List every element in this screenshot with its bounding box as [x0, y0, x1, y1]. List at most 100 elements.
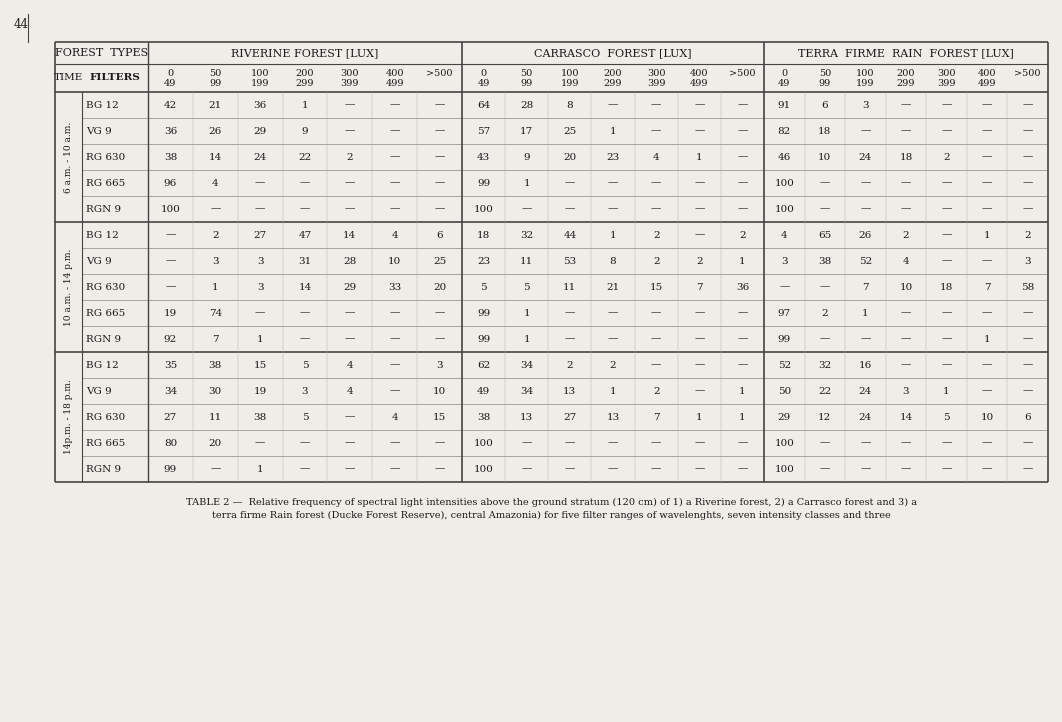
- Text: 38: 38: [818, 256, 832, 266]
- Text: —: —: [982, 204, 992, 214]
- Text: 27: 27: [563, 412, 577, 422]
- Text: 36: 36: [736, 282, 749, 292]
- Text: 13: 13: [520, 412, 533, 422]
- Text: —: —: [255, 308, 266, 318]
- Text: 2: 2: [943, 152, 949, 162]
- Text: —: —: [860, 204, 871, 214]
- Text: 0: 0: [782, 69, 787, 77]
- Text: 31: 31: [298, 256, 311, 266]
- Text: —: —: [982, 152, 992, 162]
- Text: 3: 3: [257, 256, 263, 266]
- Text: —: —: [434, 438, 445, 448]
- Text: 1: 1: [524, 308, 530, 318]
- Text: —: —: [901, 178, 911, 188]
- Text: —: —: [901, 438, 911, 448]
- Text: 21: 21: [208, 100, 222, 110]
- Text: 1: 1: [610, 230, 616, 240]
- Text: 99: 99: [520, 79, 533, 89]
- Text: 299: 299: [295, 79, 314, 89]
- Text: —: —: [982, 464, 992, 474]
- Text: —: —: [737, 334, 748, 344]
- Text: —: —: [607, 100, 618, 110]
- Text: —: —: [1023, 178, 1033, 188]
- Text: 7: 7: [696, 282, 703, 292]
- Text: 29: 29: [343, 282, 357, 292]
- Text: 32: 32: [520, 230, 533, 240]
- Text: 15: 15: [433, 412, 446, 422]
- Text: 1: 1: [739, 256, 746, 266]
- Text: —: —: [737, 204, 748, 214]
- Text: 10: 10: [980, 412, 994, 422]
- Text: 100: 100: [474, 464, 494, 474]
- Text: 82: 82: [777, 126, 791, 136]
- Text: 16: 16: [859, 360, 872, 370]
- Text: —: —: [345, 100, 355, 110]
- Text: 5: 5: [302, 360, 308, 370]
- Text: >500: >500: [426, 69, 452, 77]
- Text: 29: 29: [777, 412, 791, 422]
- Text: 199: 199: [561, 79, 579, 89]
- Text: —: —: [607, 308, 618, 318]
- Text: —: —: [166, 256, 175, 266]
- Text: 10: 10: [388, 256, 401, 266]
- Text: 9: 9: [524, 152, 530, 162]
- Text: 2: 2: [610, 360, 616, 370]
- Text: 5: 5: [943, 412, 949, 422]
- Text: 25: 25: [433, 256, 446, 266]
- Text: VG 9: VG 9: [86, 256, 112, 266]
- Text: —: —: [941, 308, 952, 318]
- Text: —: —: [565, 334, 575, 344]
- Text: —: —: [737, 464, 748, 474]
- Text: 2: 2: [653, 386, 660, 396]
- Text: 2: 2: [212, 230, 219, 240]
- Text: 399: 399: [647, 79, 666, 89]
- Text: 300: 300: [938, 69, 956, 77]
- Text: 100: 100: [774, 204, 794, 214]
- Text: TABLE 2 —  Relative frequency of spectral light intensities above the ground str: TABLE 2 — Relative frequency of spectral…: [186, 498, 917, 507]
- Text: —: —: [390, 386, 400, 396]
- Text: 20: 20: [563, 152, 577, 162]
- Text: 52: 52: [859, 256, 872, 266]
- Text: 26: 26: [859, 230, 872, 240]
- Text: 2: 2: [1025, 230, 1031, 240]
- Text: —: —: [345, 464, 355, 474]
- Text: 4: 4: [346, 386, 354, 396]
- Text: RIVERINE FOREST [LUX]: RIVERINE FOREST [LUX]: [232, 48, 379, 58]
- Text: 1: 1: [524, 178, 530, 188]
- Text: —: —: [860, 334, 871, 344]
- Text: RGN 9: RGN 9: [86, 464, 121, 474]
- Text: —: —: [390, 126, 400, 136]
- Text: 100: 100: [474, 438, 494, 448]
- Text: —: —: [737, 178, 748, 188]
- Text: 499: 499: [978, 79, 996, 89]
- Text: terra firme Rain forest (Ducke Forest Reserve), central Amazonia) for five filte: terra firme Rain forest (Ducke Forest Re…: [212, 511, 891, 520]
- Text: 1: 1: [739, 412, 746, 422]
- Text: 99: 99: [819, 79, 830, 89]
- Text: —: —: [210, 464, 221, 474]
- Text: 53: 53: [563, 256, 577, 266]
- Text: —: —: [651, 464, 662, 474]
- Text: —: —: [695, 334, 704, 344]
- Text: 30: 30: [208, 386, 222, 396]
- Text: CARRASCO  FOREST [LUX]: CARRASCO FOREST [LUX]: [534, 48, 691, 58]
- Text: —: —: [434, 178, 445, 188]
- Text: 14: 14: [343, 230, 357, 240]
- Text: —: —: [901, 126, 911, 136]
- Text: —: —: [1023, 126, 1033, 136]
- Text: —: —: [982, 256, 992, 266]
- Text: FOREST  TYPES: FOREST TYPES: [55, 48, 148, 58]
- Text: —: —: [607, 204, 618, 214]
- Text: —: —: [737, 152, 748, 162]
- Text: RGN 9: RGN 9: [86, 334, 121, 344]
- Text: 18: 18: [477, 230, 491, 240]
- Text: —: —: [210, 204, 221, 214]
- Text: —: —: [737, 360, 748, 370]
- Text: —: —: [820, 282, 830, 292]
- Text: 10: 10: [900, 282, 912, 292]
- Text: —: —: [434, 308, 445, 318]
- Text: FILTERS: FILTERS: [89, 74, 140, 82]
- Text: BG 12: BG 12: [86, 100, 119, 110]
- Text: 300: 300: [647, 69, 666, 77]
- Text: 38: 38: [477, 412, 491, 422]
- Text: 36: 36: [254, 100, 267, 110]
